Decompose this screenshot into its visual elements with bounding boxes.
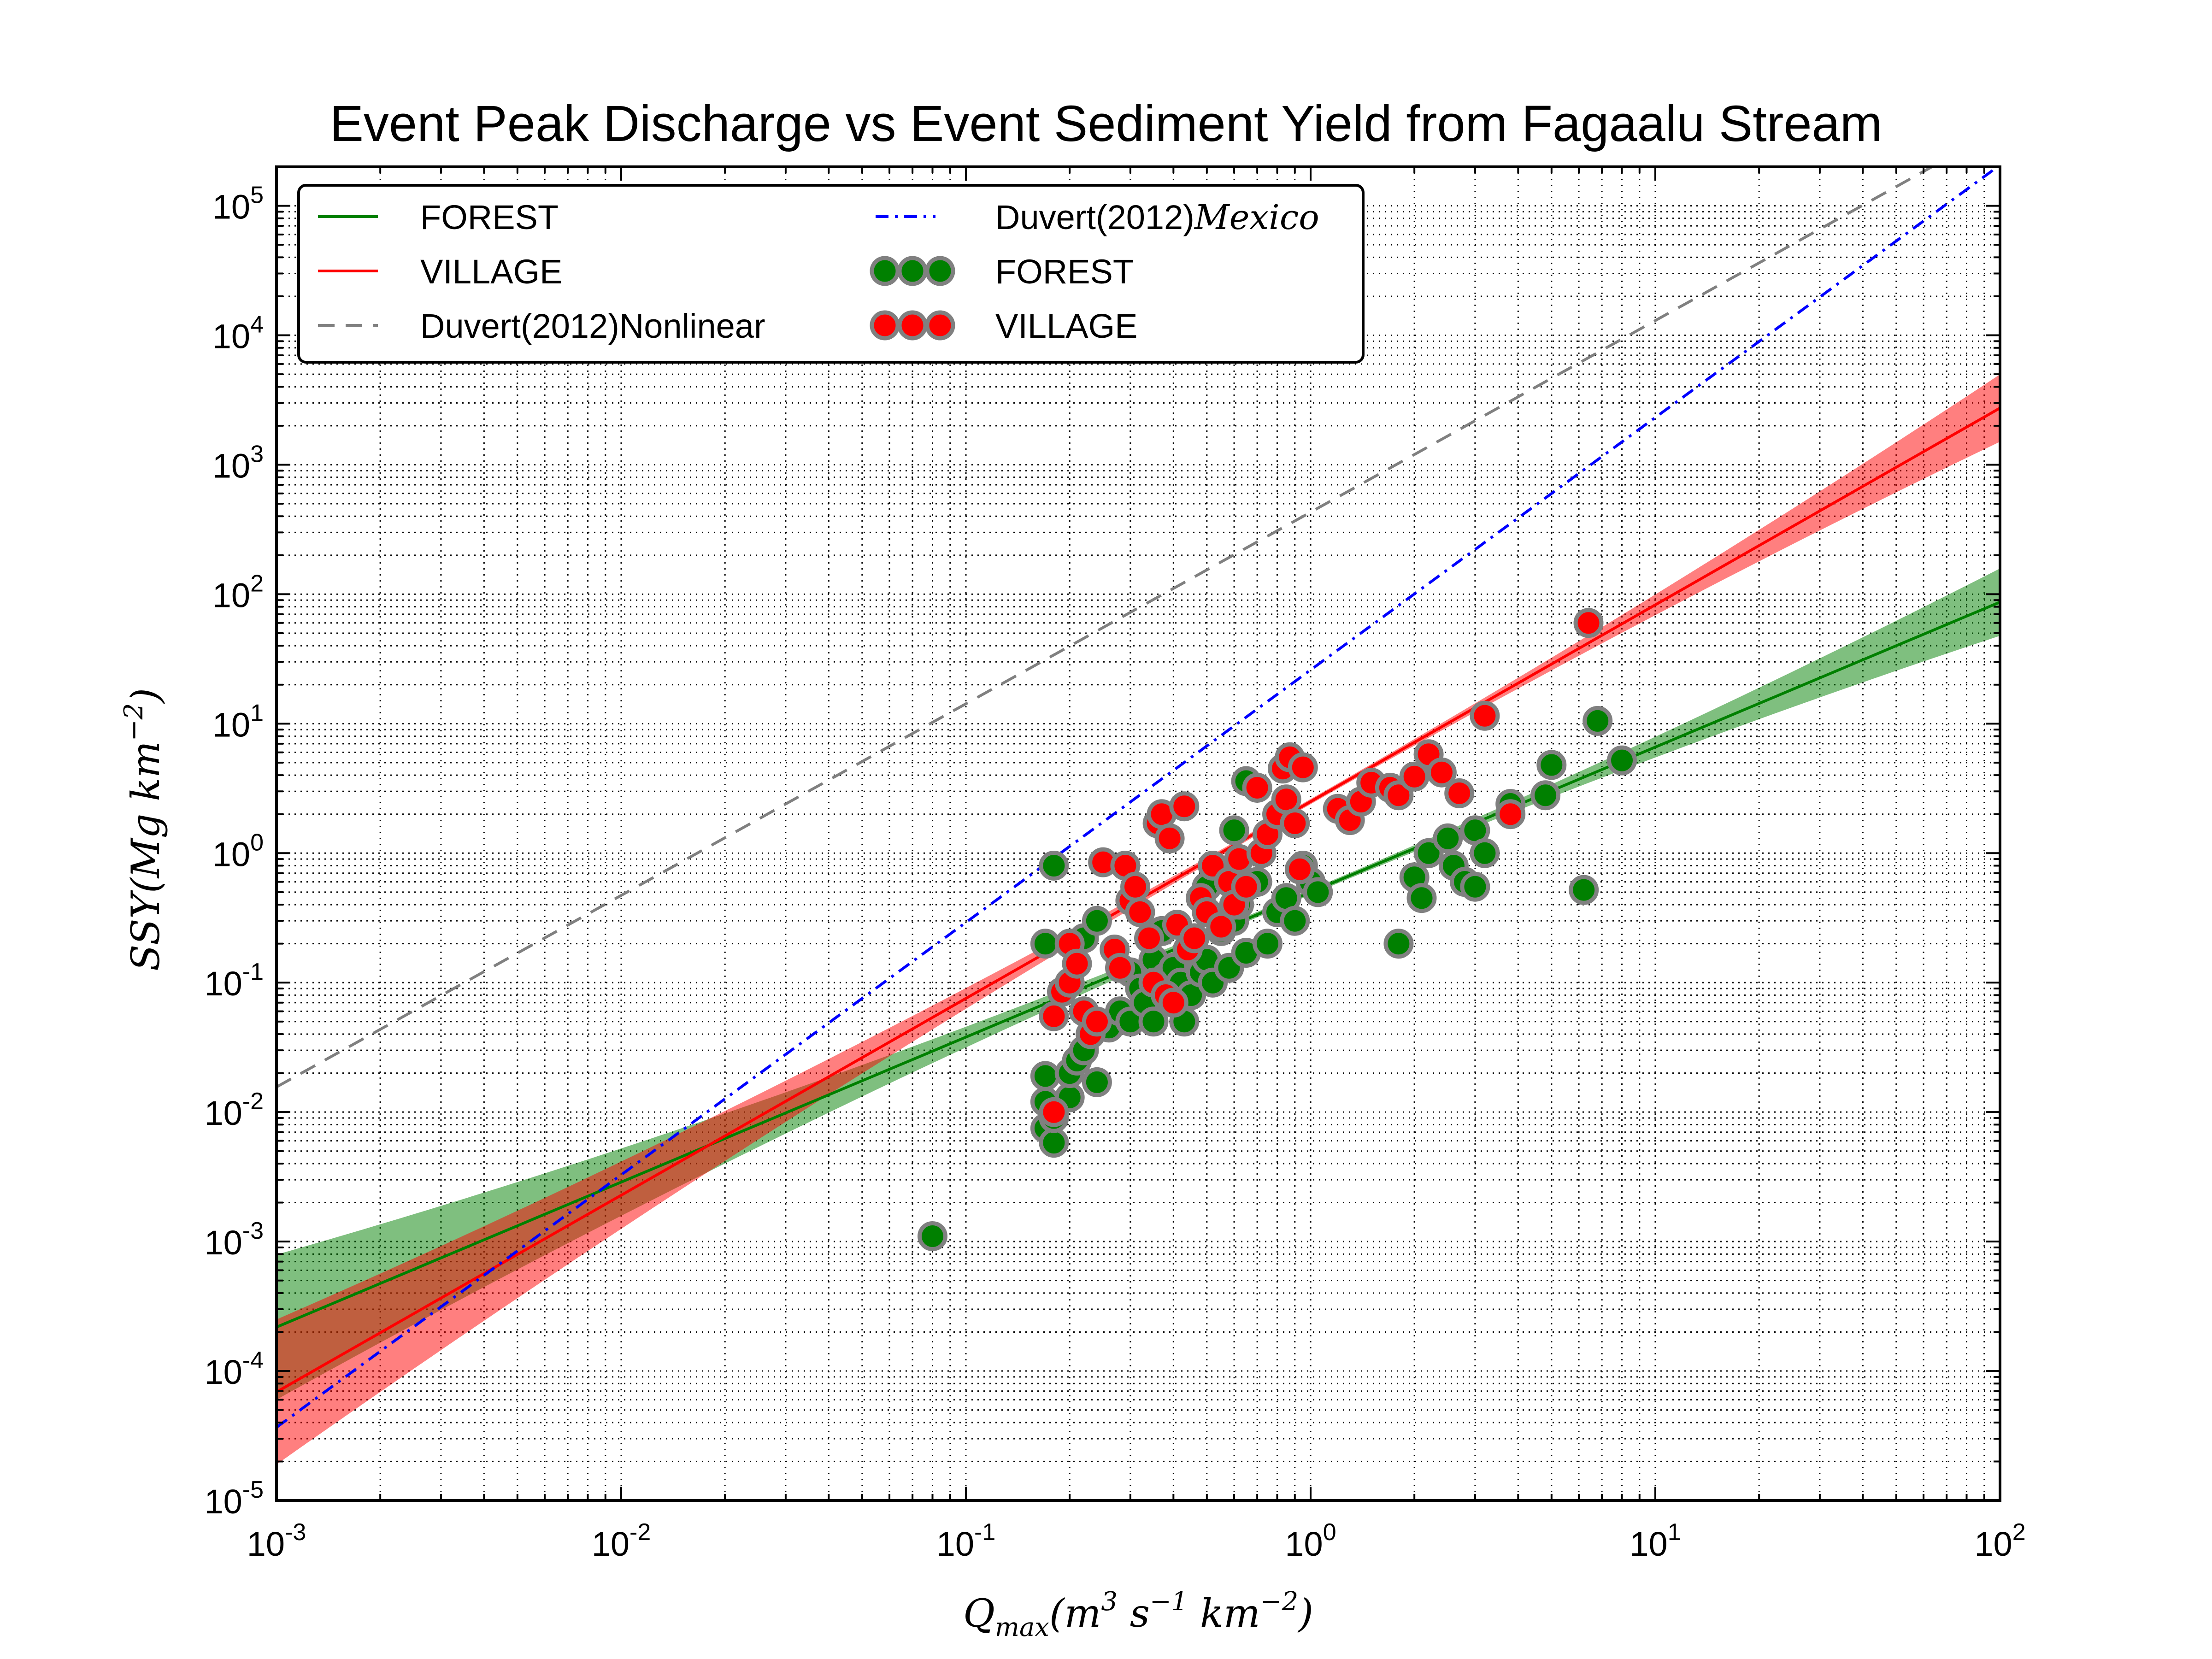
axis-ticks	[276, 166, 2001, 1501]
forest-point	[1082, 906, 1112, 936]
forest-point	[1530, 780, 1561, 811]
village-point	[1179, 923, 1210, 953]
forest-point	[1383, 929, 1414, 959]
legend-forest-swatch	[870, 256, 900, 286]
village-point	[1284, 854, 1315, 884]
data-points	[918, 608, 1637, 1251]
forest-point	[1253, 929, 1282, 959]
y-tick-label: 10-3	[204, 1218, 264, 1262]
duvert-2012-mexico-fit-line	[276, 167, 2000, 1429]
village-point	[1242, 772, 1272, 803]
forest-point	[918, 1221, 947, 1251]
village-point	[1444, 778, 1475, 808]
legend-forest-swatch	[897, 256, 928, 286]
village-point	[1082, 1006, 1112, 1037]
forest-point	[1460, 871, 1490, 902]
x-tick-label: 101	[1630, 1519, 1681, 1563]
village-point	[1154, 823, 1185, 853]
y-tick-label: 103	[212, 441, 264, 485]
legend-duvert-2012-nonlinear-label: Duvert(2012)Nonlinear	[420, 307, 765, 345]
x-tick-labels: 10-3 10-2 10-1 100 101 102	[247, 1519, 2026, 1563]
x-tick-label: 10-2	[592, 1519, 651, 1563]
village-point	[1158, 988, 1188, 1018]
y-tick-labels: 10-5 10-4 10-3 10-2 10-1 100 101 102 103 104 105	[204, 182, 264, 1521]
plot-area	[275, 165, 2001, 1502]
forest-point	[1607, 745, 1637, 776]
forest-point	[1413, 838, 1444, 868]
village-point	[1062, 948, 1092, 979]
legend-forest-label: FOREST	[420, 198, 559, 236]
village-point	[1125, 897, 1155, 927]
village-point	[1573, 608, 1604, 638]
y-tick-label: 102	[212, 570, 264, 614]
legend: FOREST VILLAGE Duvert(2012)Nonlinear Duvert…	[297, 184, 1365, 364]
village-point	[1105, 953, 1135, 983]
forest-point	[1406, 883, 1437, 913]
village-point	[1280, 808, 1310, 838]
y-tick-label: 105	[212, 182, 264, 226]
village-point	[1231, 871, 1261, 902]
y-tick-label: 10-5	[204, 1477, 264, 1521]
legend-village-swatch	[897, 310, 928, 341]
y-axis-label: SSY(Mg km−2)	[119, 688, 168, 971]
y-tick-label: 104	[212, 312, 264, 356]
forest-point	[1039, 1128, 1069, 1158]
village-point	[1426, 757, 1457, 788]
legend-duvert-2012-mexico-label: Duvert(2012)Mexico	[995, 198, 1319, 237]
village-point	[1120, 871, 1150, 902]
x-tick-label: 100	[1285, 1519, 1336, 1563]
legend-forest-label: FOREST	[995, 253, 1134, 291]
forest-point	[1030, 929, 1060, 959]
forest-point	[1082, 1067, 1112, 1097]
y-tick-label: 10-2	[204, 1088, 264, 1132]
legend-village-swatch	[925, 310, 955, 341]
village-point	[1383, 780, 1414, 811]
x-tick-label: 10-3	[247, 1519, 306, 1563]
village-point	[1288, 752, 1318, 782]
forest-point	[1030, 1061, 1060, 1091]
legend-forest-swatch	[925, 256, 955, 286]
y-tick-label: 100	[212, 829, 264, 873]
y-tick-label: 10-4	[204, 1347, 264, 1391]
forest-point	[1280, 906, 1310, 936]
y-tick-label: 10-1	[204, 959, 264, 1003]
village-point	[1470, 700, 1500, 731]
legend-village-label: VILLAGE	[995, 307, 1138, 345]
legend-village-swatch	[870, 310, 900, 341]
village-point	[1039, 1001, 1069, 1031]
y-tick-label: 101	[212, 700, 264, 744]
village-point	[1169, 791, 1200, 822]
forest-point	[1138, 1006, 1169, 1037]
x-tick-label: 10-1	[936, 1519, 996, 1563]
forest-point	[1470, 838, 1500, 868]
forest-point	[1569, 875, 1599, 905]
forest-point	[1583, 706, 1613, 736]
duvert-2012-nonlinear-fit-line	[276, 167, 1935, 1088]
forest-point	[1303, 877, 1333, 907]
forest-point	[1433, 823, 1463, 853]
forest-point	[1039, 851, 1069, 881]
chart-title: Event Peak Discharge vs Event Sediment Y…	[330, 95, 1883, 152]
x-tick-label: 102	[1974, 1519, 2025, 1563]
legend-village-label: VILLAGE	[420, 253, 563, 291]
forest-point	[1536, 750, 1567, 780]
plot-frame	[275, 165, 2001, 1502]
village-point	[1039, 1097, 1069, 1127]
legend-frame	[297, 184, 1365, 364]
x-axis-label: Qmax(m3 s−1 km−2)	[963, 1587, 1313, 1642]
village-point	[1495, 799, 1526, 830]
forest-point	[1219, 815, 1249, 846]
village-point	[1134, 923, 1164, 953]
village-point	[1206, 912, 1236, 942]
